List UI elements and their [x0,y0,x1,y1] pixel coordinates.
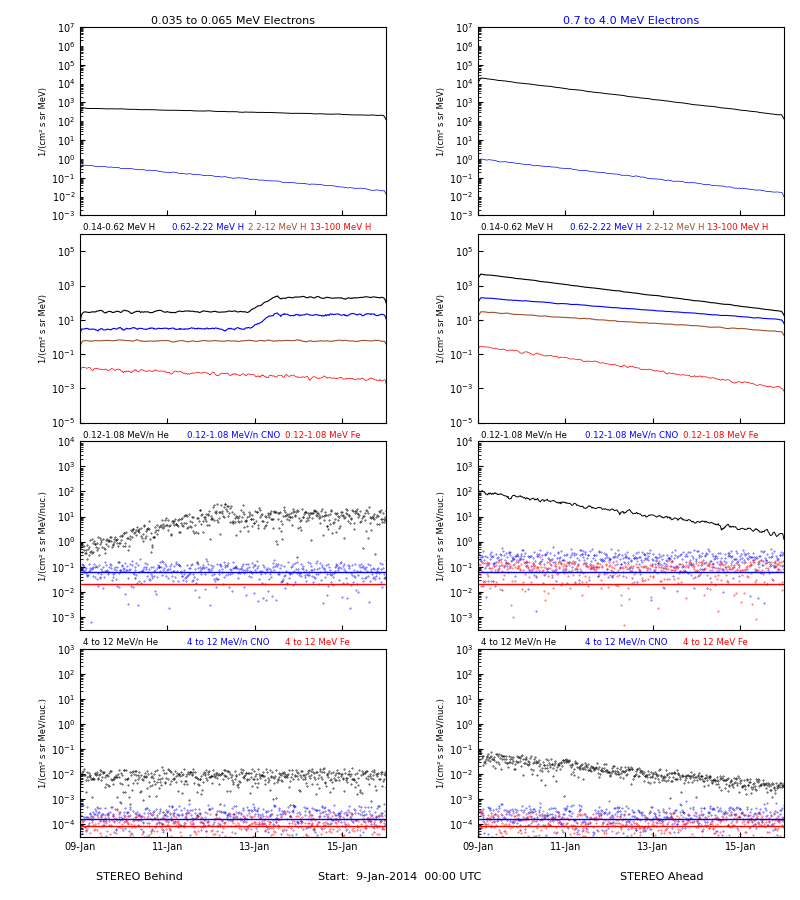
Y-axis label: 1/(cm² s sr MeV/nuc.): 1/(cm² s sr MeV/nuc.) [438,491,446,580]
Y-axis label: 1/(cm² s sr MeV): 1/(cm² s sr MeV) [438,86,446,156]
Text: 4 to 12 MeV/n CNO: 4 to 12 MeV/n CNO [585,638,667,647]
Text: 0.12-1.08 MeV/n He: 0.12-1.08 MeV/n He [83,430,169,439]
Y-axis label: 1/(cm² s sr MeV): 1/(cm² s sr MeV) [39,294,48,363]
Title: 0.035 to 0.065 MeV Electrons: 0.035 to 0.065 MeV Electrons [151,16,315,26]
Text: STEREO Behind: STEREO Behind [96,872,183,882]
Text: STEREO Ahead: STEREO Ahead [621,872,704,882]
Text: 13-100 MeV H: 13-100 MeV H [707,223,769,232]
Y-axis label: 1/(cm² s sr MeV): 1/(cm² s sr MeV) [438,294,446,363]
Text: 0.12-1.08 MeV/n He: 0.12-1.08 MeV/n He [481,430,567,439]
Text: 4 to 12 MeV/n He: 4 to 12 MeV/n He [481,638,556,647]
Y-axis label: 1/(cm² s sr MeV/nuc.): 1/(cm² s sr MeV/nuc.) [437,698,446,788]
Text: 4 to 12 MeV/n He: 4 to 12 MeV/n He [83,638,158,647]
Text: 4 to 12 MeV Fe: 4 to 12 MeV Fe [683,638,748,647]
Y-axis label: 1/(cm² s sr MeV): 1/(cm² s sr MeV) [39,86,48,156]
Y-axis label: 1/(cm² s sr MeV/nuc.): 1/(cm² s sr MeV/nuc.) [39,491,48,580]
Text: 0.62-2.22 MeV H: 0.62-2.22 MeV H [570,223,642,232]
Text: 0.12-1.08 MeV/n CNO: 0.12-1.08 MeV/n CNO [187,430,280,439]
Text: Start:  9-Jan-2014  00:00 UTC: Start: 9-Jan-2014 00:00 UTC [318,872,482,882]
Text: 4 to 12 MeV/n CNO: 4 to 12 MeV/n CNO [187,638,270,647]
Text: 0.62-2.22 MeV H: 0.62-2.22 MeV H [172,223,244,232]
Text: 0.12-1.08 MeV/n CNO: 0.12-1.08 MeV/n CNO [585,430,678,439]
Text: 13-100 MeV H: 13-100 MeV H [310,223,371,232]
Text: 4 to 12 MeV Fe: 4 to 12 MeV Fe [285,638,350,647]
Text: 2.2-12 MeV H: 2.2-12 MeV H [646,223,705,232]
Text: 0.12-1.08 MeV Fe: 0.12-1.08 MeV Fe [285,430,361,439]
Text: 0.14-0.62 MeV H: 0.14-0.62 MeV H [83,223,155,232]
Text: 2.2-12 MeV H: 2.2-12 MeV H [248,223,307,232]
Y-axis label: 1/(cm² s sr MeV/nuc.): 1/(cm² s sr MeV/nuc.) [39,698,48,788]
Text: 0.12-1.08 MeV Fe: 0.12-1.08 MeV Fe [683,430,758,439]
Text: 0.14-0.62 MeV H: 0.14-0.62 MeV H [481,223,553,232]
Title: 0.7 to 4.0 MeV Electrons: 0.7 to 4.0 MeV Electrons [563,16,699,26]
